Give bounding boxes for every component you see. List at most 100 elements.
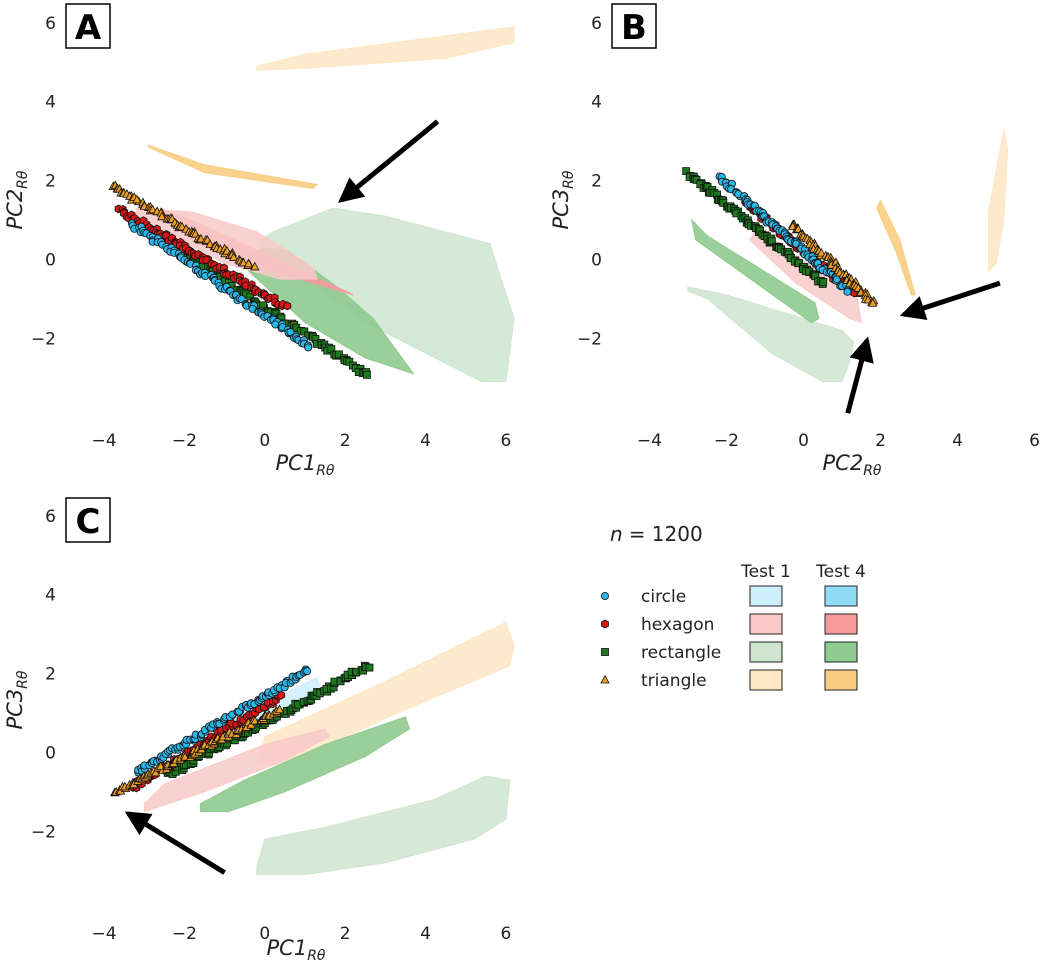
y-tick-label: 6: [591, 14, 602, 34]
y-tick-label: 6: [45, 507, 56, 527]
legend-row-rectangle: rectangle: [601, 641, 858, 663]
panel-c-label: C: [76, 502, 101, 542]
legend-swatch-hexagon-test1: [749, 613, 783, 635]
panel-b-hulls: [687, 129, 1009, 383]
panel-a-label-box: [65, 3, 111, 49]
legend-label-rectangle: rectangle: [641, 643, 721, 663]
panel-c-x-ticks: −4 −2 0 2 4 6: [92, 924, 512, 944]
legend-swatch-circle-test4: [824, 585, 858, 607]
x-tick-label: 0: [259, 431, 270, 451]
y-tick-label: −2: [31, 329, 56, 349]
panel-a-points: [108, 180, 371, 379]
legend-marker-hexagon: [601, 619, 609, 629]
panel-c-y-axis-label: PC3Rθ: [3, 670, 31, 729]
legend-marker-triangle: [600, 674, 610, 684]
point-circle: [303, 667, 312, 676]
x-tick-label: 4: [420, 431, 431, 451]
legend-marker-rectangle: [601, 648, 609, 656]
point-triangle: [243, 258, 254, 268]
legend-swatch-circle-test1: [749, 585, 783, 607]
legend-marker-shape: [601, 648, 609, 656]
panel-b-x-axis-label: PC2Rθ: [823, 451, 882, 479]
x-tick-label: 2: [875, 431, 886, 451]
x-tick-label: −4: [92, 924, 117, 944]
x-tick-label: 6: [501, 431, 512, 451]
point-triangle: [148, 204, 158, 214]
hull-rectangle-test1: [256, 775, 511, 876]
point-triangle: [868, 298, 878, 307]
y-tick-label: 0: [45, 250, 56, 270]
panel-b-x-ticks: −4 −2 0 2 4 6: [637, 431, 1040, 451]
point-triangle: [816, 247, 826, 257]
panel-b-points: [682, 167, 879, 307]
panel-c-hulls: [143, 621, 515, 876]
x-tick-label: −4: [92, 431, 117, 451]
panel-c-x-axis-label: PC1Rθ: [267, 936, 326, 964]
panel-a-arrows: [338, 119, 440, 203]
x-tick-label: 0: [798, 431, 809, 451]
legend-row-hexagon: hexagon: [601, 613, 858, 635]
hull-rectangle-test4: [200, 716, 411, 813]
annotation-arrow: [338, 119, 440, 203]
point-triangle: [132, 194, 142, 204]
x-tick-label: 6: [501, 924, 512, 944]
hull-rectangle-test4: [690, 218, 820, 324]
legend-col-test1: Test 1: [740, 562, 791, 582]
legend-marker-shape: [600, 674, 610, 684]
y-tick-label: 0: [45, 743, 56, 763]
legend-marker-shape: [601, 619, 609, 629]
y-tick-label: 2: [45, 665, 56, 685]
sample-size-label: n = 1200: [610, 522, 703, 546]
legend-label-hexagon: hexagon: [641, 615, 714, 635]
panel-b-label-box: [611, 3, 657, 49]
hull-hexagon-test1: [143, 728, 330, 813]
point-circle: [304, 343, 313, 352]
panel-a: −4 −2 0 2 4 6 −2 0 2 4 6 PC1Rθ PC2Rθ A: [3, 3, 515, 479]
point-circle: [843, 287, 852, 296]
panel-b: −4 −2 0 2 4 6 −2 0 2 4 6 PC2Rθ PC3Rθ B: [549, 3, 1040, 479]
legend-marker-circle: [601, 592, 609, 600]
point-triangle: [196, 233, 206, 243]
panel-b-y-ticks: −2 0 2 4 6: [577, 14, 602, 349]
point-triangle: [274, 704, 285, 714]
y-tick-label: 4: [45, 586, 56, 606]
panel-b-label: B: [621, 8, 647, 48]
legend: Test 1 Test 4 circle hexagon rectangle t…: [600, 562, 866, 691]
point-triangle: [228, 252, 239, 261]
hull-triangle-test1-upper: [256, 26, 515, 71]
point-triangle: [150, 767, 161, 777]
panel-c-y-ticks: −2 0 2 4 6: [31, 507, 56, 842]
hull-rectangle-test1: [687, 286, 855, 383]
point-hexagon: [283, 301, 292, 311]
point-rectangle: [300, 327, 309, 336]
point-triangle: [787, 221, 798, 231]
panel-a-label: A: [75, 8, 102, 48]
y-tick-label: 0: [591, 250, 602, 270]
panel-a-hulls: [135, 26, 515, 383]
x-tick-label: −2: [172, 924, 197, 944]
y-tick-label: −2: [31, 822, 56, 842]
point-rectangle: [767, 237, 776, 245]
point-triangle: [250, 261, 260, 271]
panel-a-y-axis-label: PC2Rθ: [3, 170, 31, 229]
panel-c-points: [110, 661, 374, 797]
panel-a-y-ticks: −2 0 2 4 6: [31, 14, 56, 349]
panel-c-label-box: [65, 497, 111, 543]
y-tick-label: 2: [45, 172, 56, 192]
y-tick-label: −2: [577, 329, 602, 349]
x-tick-label: 4: [420, 924, 431, 944]
hull-triangle-test4: [876, 199, 916, 296]
x-tick-label: 6: [1029, 431, 1040, 451]
legend-label-triangle: triangle: [641, 671, 707, 691]
legend-row-triangle: triangle: [600, 669, 858, 691]
point-rectangle: [819, 277, 828, 286]
x-tick-label: −2: [172, 431, 197, 451]
y-tick-label: 2: [591, 172, 602, 192]
x-tick-label: −4: [637, 431, 662, 451]
x-tick-label: 4: [952, 431, 963, 451]
panel-c: −4 −2 0 2 4 6 −2 0 2 4 6 PC1Rθ PC3Rθ C: [3, 497, 515, 964]
x-tick-label: 2: [340, 431, 351, 451]
point-triangle: [205, 239, 215, 248]
x-tick-label: 0: [259, 924, 270, 944]
